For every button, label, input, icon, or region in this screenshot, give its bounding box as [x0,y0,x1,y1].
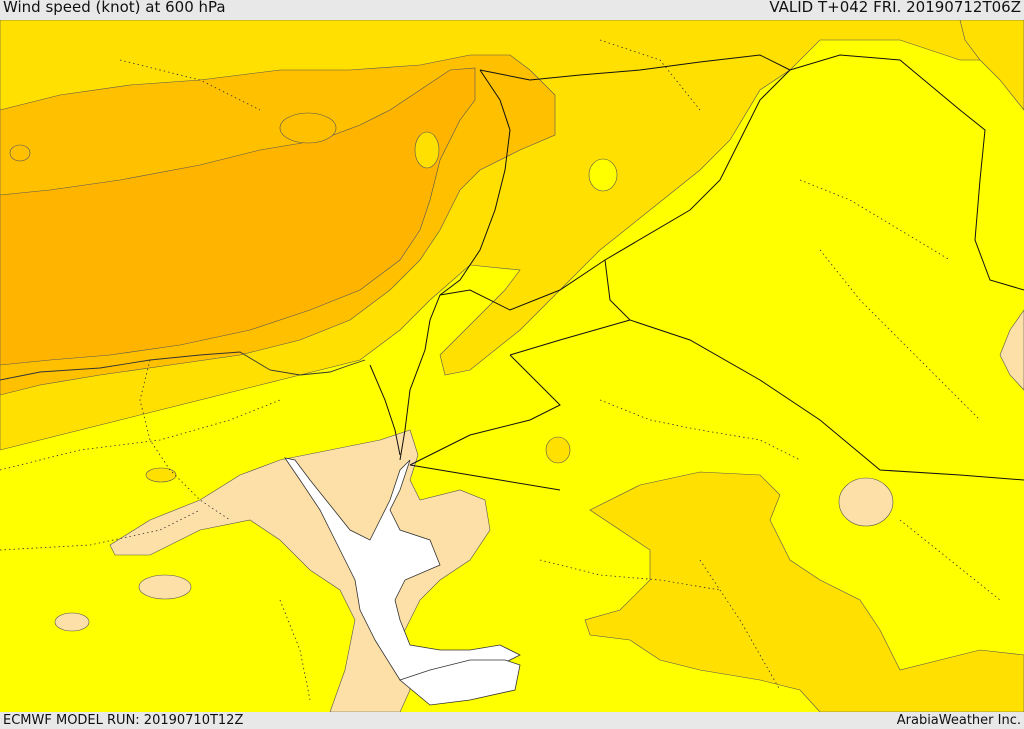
map-header: Wind speed (knot) at 600 hPa VALID T+042… [0,0,1024,20]
wind-blob-peach-a [138,574,192,600]
gulf-water [399,659,521,706]
wind-blob-yellow-small [545,436,571,464]
coastline-med [0,351,366,381]
model-run-label: ECMWF MODEL RUN: 20190710T12Z [3,713,244,728]
wind-band-peach-east [999,309,1024,391]
wind-blob-small-a [414,131,440,169]
wind-blob-orange-small [145,467,177,483]
valid-time-label: VALID T+042 FRI. 20190712T06Z [769,0,1021,16]
map-footer: ECMWF MODEL RUN: 20190710T12Z ArabiaWeat… [0,712,1024,729]
wind-speed-map [0,20,1024,712]
wind-blob-small-b [588,158,618,192]
wind-band-dark-orange [0,67,476,366]
credit-label: ArabiaWeather Inc. [896,713,1021,728]
wind-blob-cyprus [279,112,337,144]
wind-blob-small-c [9,144,31,162]
red-sea-water [284,457,521,681]
admin-boundaries [0,39,1001,701]
wind-band-ne-corner [959,20,1024,111]
wind-blob-peach-b [54,612,90,632]
map-title: Wind speed (knot) at 600 hPa [3,0,226,16]
wind-blob-peach-c [838,477,894,527]
country-borders [369,54,1024,491]
wind-band-light-orange-se [584,471,1024,712]
